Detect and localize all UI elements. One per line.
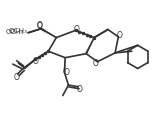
Text: O: O — [117, 31, 123, 40]
Text: O: O — [74, 25, 79, 34]
Text: O: O — [93, 59, 99, 68]
Text: O: O — [76, 85, 82, 94]
Text: O: O — [33, 57, 39, 66]
Polygon shape — [85, 38, 94, 54]
Text: O: O — [36, 22, 42, 31]
Text: O: O — [14, 73, 19, 82]
Polygon shape — [63, 58, 65, 72]
Text: OCH₃: OCH₃ — [8, 28, 27, 34]
Text: O: O — [63, 68, 69, 77]
Polygon shape — [40, 28, 56, 38]
Text: O: O — [37, 22, 42, 30]
Text: OCH₃: OCH₃ — [6, 29, 24, 35]
